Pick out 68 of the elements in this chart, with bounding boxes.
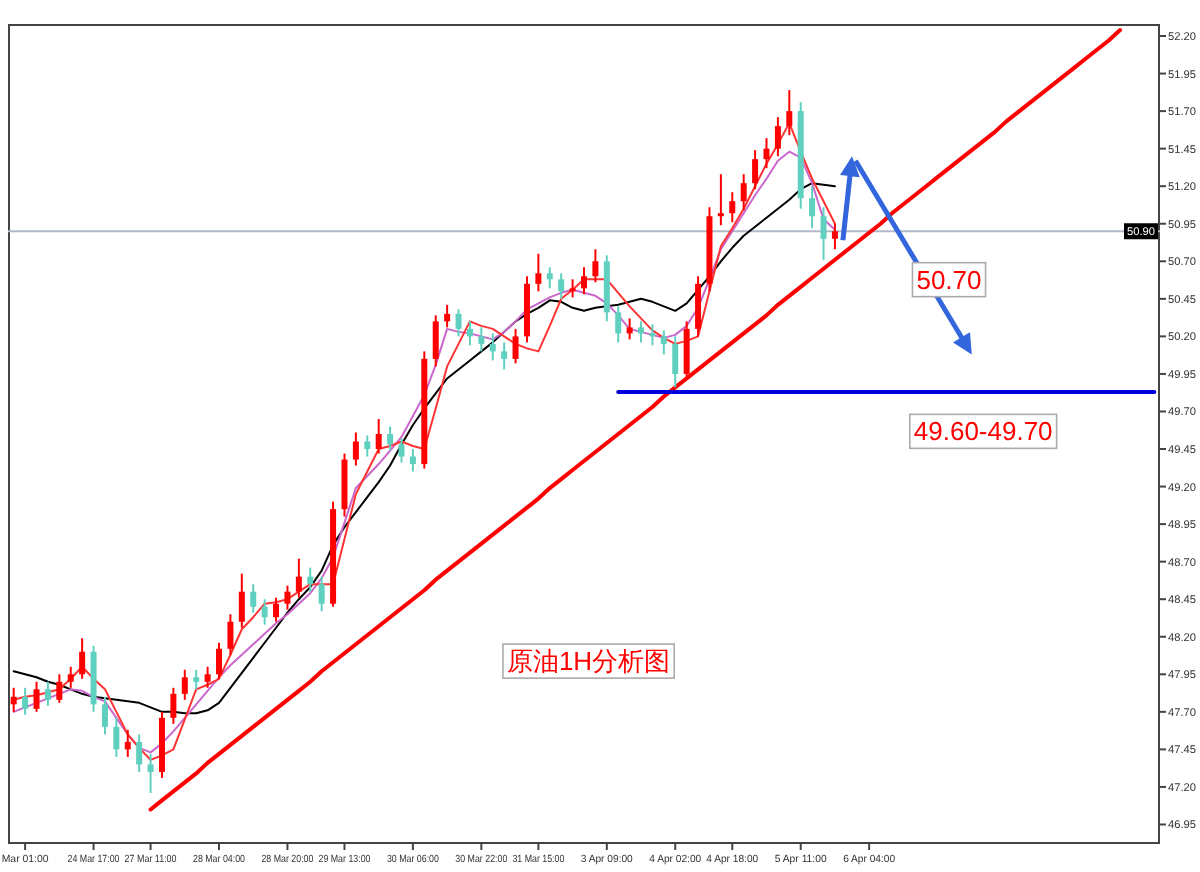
candlestick [558,272,565,300]
candlestick [501,341,508,371]
annotation: 49.60-49.70 [913,416,1053,447]
candlestick [204,665,211,689]
candlestick [398,437,405,464]
candlestick [820,206,827,261]
candlestick [752,149,759,191]
candlestick [489,332,496,362]
candlestick [512,327,519,365]
candlestick [695,275,702,338]
candlestick [147,752,154,794]
candlestick [67,665,74,689]
candlestick [831,222,838,251]
candlestick [672,335,679,389]
candlestick [250,583,257,614]
candlestick [375,417,382,455]
candlestick [56,673,63,704]
candlestick [683,320,690,380]
candlestick [455,308,462,338]
candlestick [79,637,86,680]
candlestick [478,326,485,353]
candlestick [136,733,143,773]
annotation: 原油1H分析图 [506,646,671,677]
candlestick [763,137,770,170]
candlestick [33,680,40,713]
candlestick [466,320,473,347]
candlestick [364,434,371,458]
candlestick [227,613,234,656]
candlestick [444,303,451,329]
candlestick [592,248,599,284]
candlestick [809,185,816,230]
candlestick [786,89,793,137]
candlestick [284,584,291,611]
annotation: 50.70 [916,264,982,295]
candlestick [307,566,314,593]
line-series [148,28,1123,812]
candlestick [113,716,120,758]
candlestick [216,641,223,680]
candlestick [432,314,439,368]
candlestick [740,173,747,212]
candlestick [729,191,736,224]
candlestick [238,572,245,629]
candlestick [581,266,587,296]
candlestick [546,266,553,290]
candlestick [352,431,359,467]
candlestick [318,575,325,613]
candlestick [409,448,416,473]
candlestick [181,668,188,701]
candlestick [44,680,51,707]
candlestick [273,596,280,623]
candlestick [261,598,268,626]
candlestick [535,252,542,293]
candlestick [124,728,131,758]
candlestick [638,320,645,344]
candlestick [660,329,667,356]
candlestick [101,695,108,736]
candlestick [295,557,302,599]
candlestick [170,686,177,725]
candlestick [10,686,17,713]
candlestick [615,305,622,344]
candlestick [649,323,656,347]
candlestick [717,173,724,227]
candlestick [569,278,576,299]
candlestick [774,116,781,158]
candlestick [387,425,394,452]
candlestick [193,668,200,691]
candlestick [626,317,633,341]
candlestick [22,686,29,716]
